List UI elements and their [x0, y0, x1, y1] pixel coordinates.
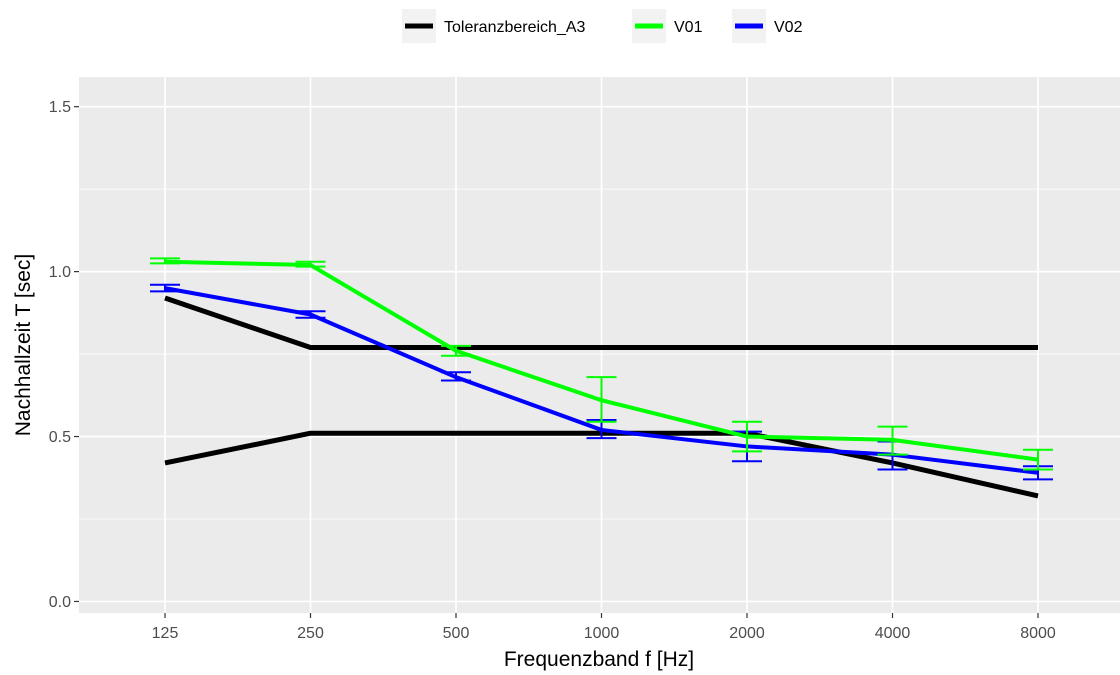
legend-label: Toleranzbereich_A3	[444, 19, 586, 36]
y-tick-label: 1.0	[49, 264, 71, 281]
y-tick-label: 1.5	[49, 99, 71, 116]
series-line	[164, 295, 1038, 350]
x-tick-label: 2000	[729, 625, 765, 642]
axes-layer: 0.0 0.5 1.0 1.5 125 250 500 1000 2000 4000 8000	[49, 99, 1056, 642]
x-tick-label: 250	[297, 625, 324, 642]
y-tick-label: 0.0	[49, 594, 71, 611]
x-tick-label: 500	[443, 625, 470, 642]
y-tick-label: 0.5	[49, 429, 71, 446]
error-bar	[150, 257, 180, 265]
y-axis-title: Nachhallzeit T [sec]	[12, 254, 35, 436]
error-bar	[295, 260, 326, 268]
x-tick-label: 4000	[875, 625, 911, 642]
legend-label: V01	[674, 19, 703, 36]
error-bar	[441, 344, 471, 357]
series-layer	[150, 257, 1053, 499]
legend: Toleranzbereich_A3 V01 V02	[402, 9, 803, 43]
series-v01	[150, 257, 1053, 471]
series-toleranzbereich-a3	[164, 295, 1038, 350]
error-bar	[732, 420, 762, 453]
x-tick-label: 8000	[1020, 625, 1056, 642]
x-axis-title: Frequenzband f [Hz]	[504, 648, 694, 671]
error-bar	[441, 371, 471, 382]
x-tick-label: 1000	[584, 625, 620, 642]
legend-item: V01	[632, 9, 703, 43]
error-bar	[586, 376, 617, 423]
x-tick-label: 125	[152, 625, 179, 642]
error-bar	[877, 425, 908, 456]
error-bar	[1023, 448, 1053, 471]
legend-label: V02	[774, 19, 803, 36]
error-bar	[295, 310, 326, 319]
legend-item: Toleranzbereich_A3	[402, 9, 586, 43]
error-bar	[150, 283, 180, 293]
legend-item: V02	[732, 9, 803, 43]
